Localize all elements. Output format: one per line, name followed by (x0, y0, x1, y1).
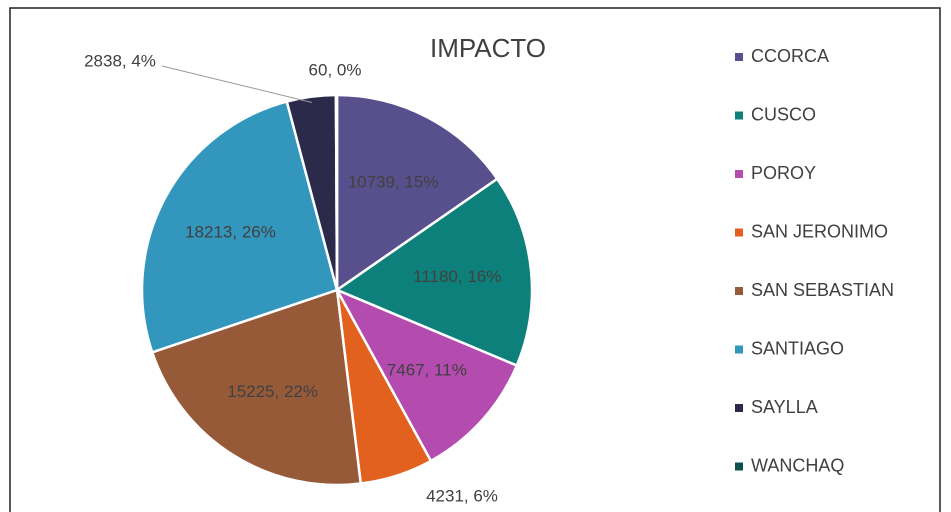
pie-slice (334, 177, 534, 368)
legend-label: SAN JERONIMO (751, 221, 888, 241)
data-label: 7467, 11% (387, 360, 467, 379)
legend-swatch (735, 111, 743, 120)
data-label: 11180, 16% (413, 267, 501, 286)
legend-swatch (735, 345, 743, 354)
data-label: 60, 0% (309, 60, 362, 79)
legend-label: WANCHAQ (751, 455, 844, 475)
legend-swatch (735, 404, 743, 412)
legend-swatch (735, 53, 743, 61)
data-label: 18213, 26% (185, 222, 276, 241)
legend-label: CCORCA (751, 46, 829, 66)
legend-label: SANTIAGO (751, 338, 844, 358)
pie-slice (140, 100, 339, 354)
leader-line (161, 65, 313, 104)
legend-label: CUSCO (751, 104, 816, 124)
legend-label: POROY (751, 163, 816, 183)
pie-slice (335, 93, 499, 293)
legend-swatch (735, 462, 743, 471)
legend-swatch (735, 228, 743, 237)
data-label: 2838, 4% (84, 51, 156, 70)
data-label: 4231, 6% (426, 486, 498, 505)
pie-slice (334, 287, 519, 463)
pie-slice (334, 93, 339, 291)
data-label: 10739, 15% (348, 172, 439, 191)
pie-slice (150, 288, 363, 487)
legend-swatch (735, 287, 743, 295)
legend-swatch (735, 170, 743, 178)
legend-label: SAN SEBASTIAN (751, 280, 894, 300)
legend-label: SAYLLA (751, 397, 818, 417)
data-label: 15225, 22% (227, 382, 318, 401)
chart-title: IMPACTO (430, 33, 546, 63)
